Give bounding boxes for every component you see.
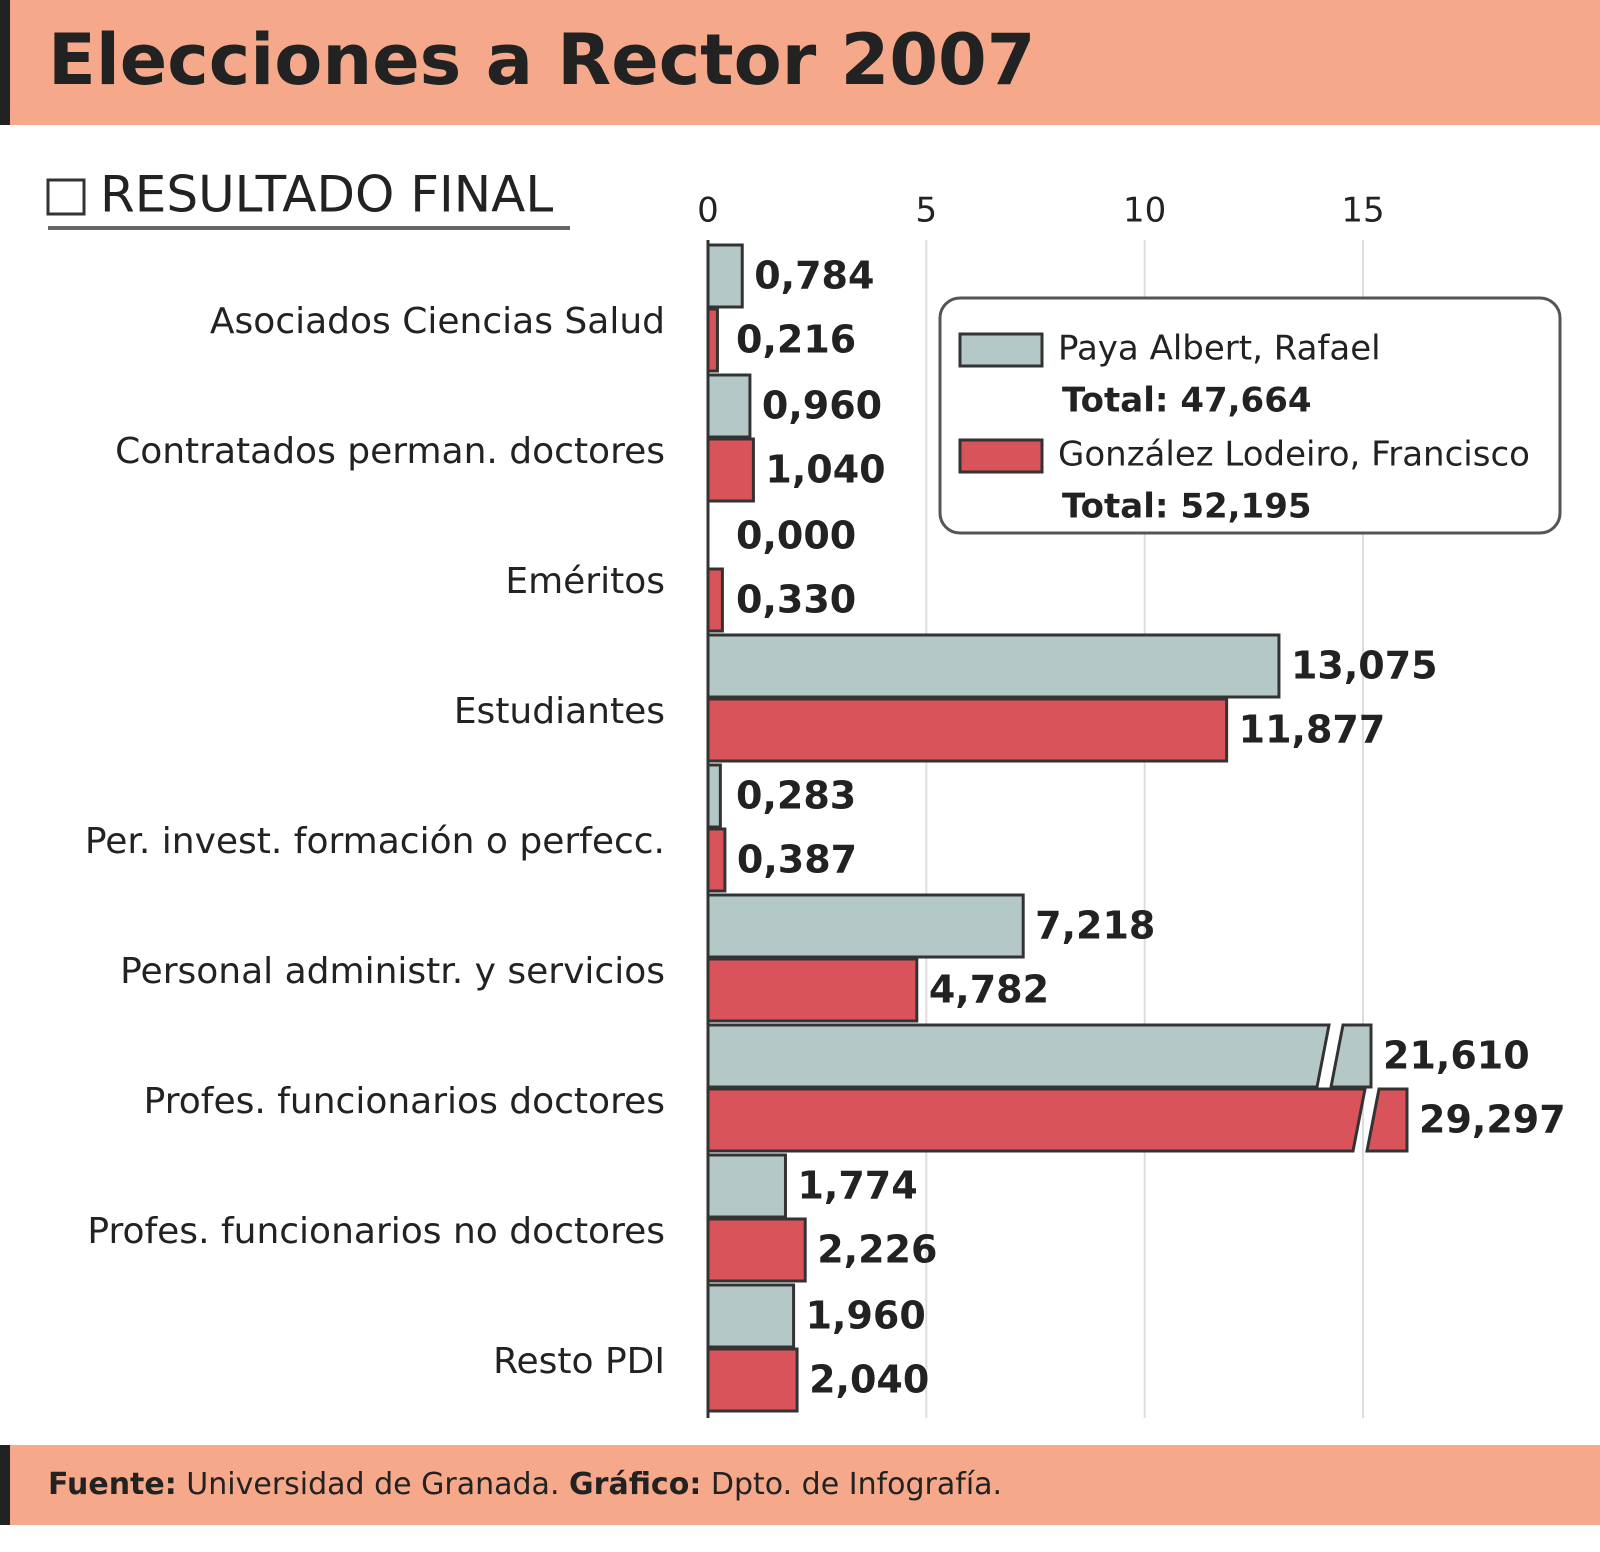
x-tick-label: 15 xyxy=(1341,191,1384,231)
bar-part xyxy=(706,957,919,1023)
bar-part xyxy=(706,1153,787,1219)
source-label: Fuente: xyxy=(48,1467,177,1502)
bar-part xyxy=(706,437,755,503)
value-label: 2,040 xyxy=(809,1358,929,1402)
chart-subtitle: RESULTADO FINAL xyxy=(100,166,553,224)
bar-part xyxy=(706,697,1229,763)
footer-stripe xyxy=(0,1445,10,1525)
value-label: 1,040 xyxy=(765,448,885,492)
bar xyxy=(706,697,1229,763)
bar-part xyxy=(1365,1087,1409,1153)
legend-label: González Lodeiro, Francisco xyxy=(1058,435,1530,475)
bar-part xyxy=(706,243,744,309)
legend-label: Paya Albert, Rafael xyxy=(1058,329,1381,369)
title-band xyxy=(0,0,1600,125)
value-label: 0,216 xyxy=(736,318,856,362)
bar-part xyxy=(1329,1023,1373,1089)
legend-swatch xyxy=(958,438,1044,474)
value-label: 21,610 xyxy=(1383,1034,1530,1078)
value-label: 0,283 xyxy=(736,774,856,818)
footer: Fuente: Universidad de Granada. Gráfico:… xyxy=(48,1467,1002,1502)
bar xyxy=(706,1217,807,1283)
value-label: 13,075 xyxy=(1291,644,1438,688)
category-label: Per. invest. formación o perfecc. xyxy=(85,821,665,862)
bar xyxy=(706,1087,1409,1153)
bar-part xyxy=(706,1087,1367,1153)
bar xyxy=(706,1153,787,1219)
value-label: 2,226 xyxy=(817,1228,937,1272)
value-label: 1,960 xyxy=(806,1294,926,1338)
legend xyxy=(938,296,1562,535)
bar xyxy=(706,893,1025,959)
category-label: Profes. funcionarios doctores xyxy=(144,1081,665,1122)
value-label: 0,330 xyxy=(736,578,856,622)
value-label: 0,000 xyxy=(736,514,856,558)
chart-title: Elecciones a Rector 2007 xyxy=(48,19,1035,101)
bar xyxy=(706,633,1281,699)
value-label: 0,387 xyxy=(737,838,857,882)
bar xyxy=(706,957,919,1023)
bar-part xyxy=(706,307,719,373)
bar xyxy=(706,307,719,373)
bar xyxy=(706,763,722,829)
bar xyxy=(706,373,752,439)
title-stripe xyxy=(0,0,10,125)
bar-part xyxy=(706,633,1281,699)
x-tick-label: 5 xyxy=(916,191,938,231)
bar-part xyxy=(706,763,722,829)
plot: 0 5 10 15 Asociados Ciencias Salud 0,784 0,216… xyxy=(85,191,1566,1418)
value-label: 4,782 xyxy=(929,968,1049,1012)
category-label: Resto PDI xyxy=(493,1341,665,1382)
value-label: 11,877 xyxy=(1239,708,1386,752)
bar xyxy=(706,1283,796,1349)
category-label: Personal administr. y servicios xyxy=(120,951,665,992)
source: Universidad de Granada. xyxy=(186,1467,559,1502)
footer-band xyxy=(0,1445,1600,1525)
bar xyxy=(706,567,724,633)
bar-part xyxy=(706,893,1025,959)
category-label: Profes. funcionarios no doctores xyxy=(87,1211,665,1252)
x-tick-label: 10 xyxy=(1123,191,1166,231)
legend-swatch xyxy=(958,332,1044,368)
credit-label: Gráfico: xyxy=(569,1467,701,1502)
bar xyxy=(706,1347,799,1413)
value-label: 29,297 xyxy=(1419,1098,1566,1142)
category-label: Asociados Ciencias Salud xyxy=(210,301,665,342)
category-label: Contratados perman. doctores xyxy=(115,431,665,472)
bar-part xyxy=(706,567,724,633)
legend-total: Total: 47,664 xyxy=(1062,381,1312,421)
bar-part xyxy=(706,827,727,893)
bar-part xyxy=(706,1283,796,1349)
bar-part xyxy=(706,1023,1331,1089)
legend-total: Total: 52,195 xyxy=(1062,487,1312,527)
x-tick-label: 0 xyxy=(697,191,719,231)
value-label: 1,774 xyxy=(797,1164,917,1208)
bar-part xyxy=(706,1347,799,1413)
subtitle-box xyxy=(46,178,86,216)
value-label: 0,784 xyxy=(754,254,874,298)
bar xyxy=(706,1023,1373,1089)
credit: Dpto. de Infografía. xyxy=(711,1467,1002,1502)
bar xyxy=(706,243,744,309)
bar xyxy=(706,437,755,503)
value-label: 7,218 xyxy=(1035,904,1155,948)
bar xyxy=(706,827,727,893)
bar-part xyxy=(706,1217,807,1283)
category-label: Estudiantes xyxy=(454,691,665,732)
category-label: Eméritos xyxy=(505,561,665,602)
bar-part xyxy=(706,373,752,439)
value-label: 0,960 xyxy=(762,384,882,428)
